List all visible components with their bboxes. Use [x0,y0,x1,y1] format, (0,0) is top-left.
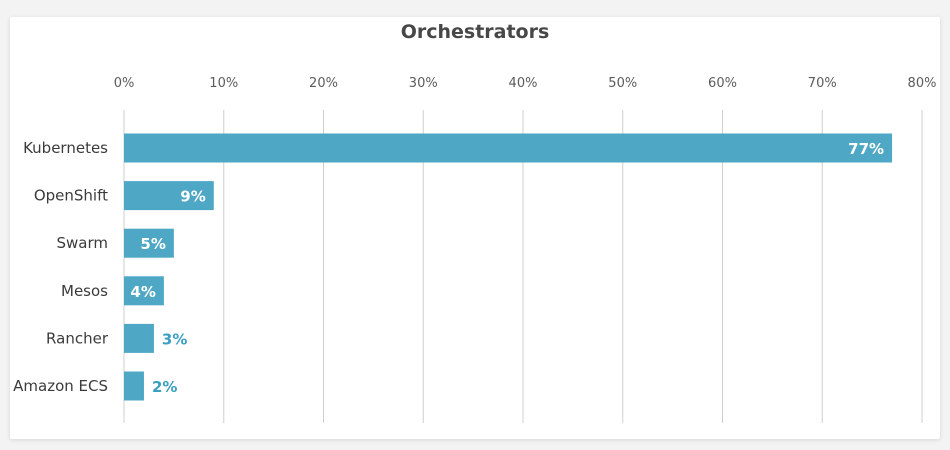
bar [124,371,144,401]
x-tick-label: 20% [309,76,338,91]
x-tick-label: 0% [114,76,135,91]
category-label: Rancher [46,329,109,347]
category-label: Swarm [57,234,109,252]
bar [124,323,154,353]
x-tick-label: 80% [908,76,937,91]
category-label: Mesos [61,282,108,300]
chart-card: Orchestrators [10,17,940,439]
bar [124,181,214,211]
chart-title: Orchestrators [400,21,550,43]
data-label: 4% [130,283,155,301]
bar [124,276,164,306]
category-label: Kubernetes [23,139,108,157]
x-tick-label: 30% [409,76,438,91]
data-label: 77% [848,140,884,158]
data-label: 3% [162,330,187,348]
bar [124,228,174,258]
data-label: 9% [180,188,205,206]
x-tick-label: 50% [608,76,637,91]
x-tick-label: 10% [209,76,238,91]
category-label: OpenShift [34,187,108,205]
x-tick-label: 60% [708,76,737,91]
data-label: 5% [140,235,165,253]
data-label: 2% [152,378,177,396]
category-label: Amazon ECS [13,377,108,395]
x-tick-label: 70% [808,76,837,91]
x-tick-label: 40% [509,76,538,91]
bar [124,133,893,163]
